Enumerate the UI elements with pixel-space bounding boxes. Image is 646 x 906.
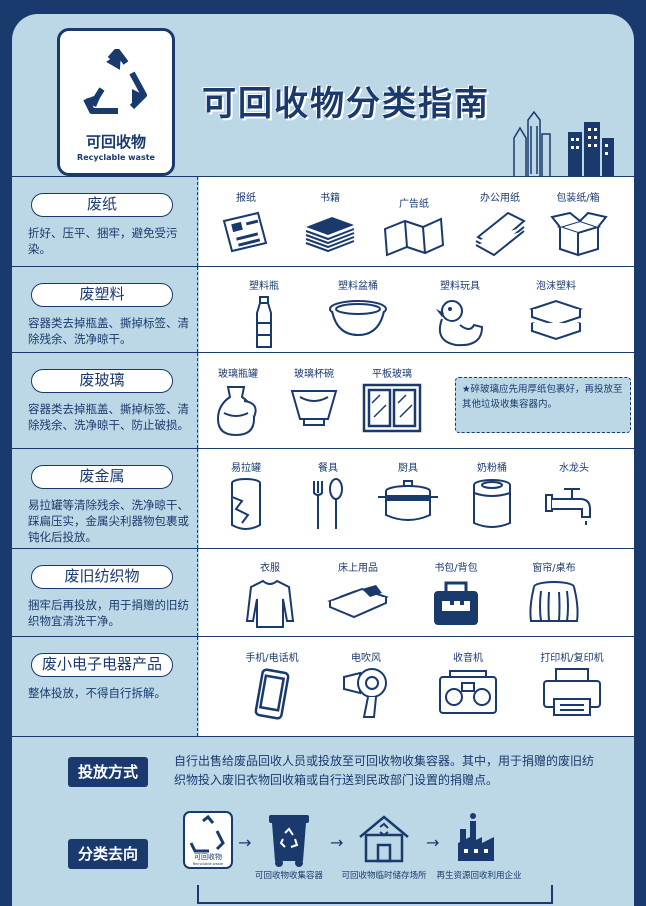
- item-cookware: 厨具: [365, 459, 451, 527]
- storage-house-icon: [359, 815, 409, 863]
- hair-dryer-icon: [343, 668, 387, 718]
- radio-icon: [439, 670, 497, 714]
- plastic-bottle-icon: [256, 296, 272, 348]
- category-name: 废旧纺织物: [31, 565, 173, 589]
- pot-icon: [378, 480, 438, 521]
- svg-text:Recyclable waste: Recyclable waste: [193, 862, 223, 866]
- category-name: 废纸: [31, 193, 173, 217]
- flow-arrow: →: [330, 833, 344, 852]
- category-row-glass: 废玻璃 容器类去掉瓶盖、撕掉标签、清除残余、洗净晾干、防止破损。 玻璃瓶罐 玻璃…: [12, 352, 634, 448]
- item-faucet: 水龙头: [531, 459, 617, 531]
- method-label: 投放方式: [68, 757, 148, 787]
- method-text: 自行出售给废品回收人员或投放至可回收物收集容器。其中，用于捐赠的废旧纺织物投入废…: [174, 754, 595, 787]
- item-flat-glass: 平板玻璃: [349, 365, 435, 433]
- item-cardboard-box: 包装纸/箱: [535, 189, 621, 257]
- item-plastic-basin: 塑料盆桶: [315, 277, 401, 339]
- phone-icon: [254, 668, 290, 720]
- item-glass-jar: 玻璃瓶罐: [195, 365, 281, 439]
- item-radio: 收音机: [425, 649, 511, 717]
- item-can: 易拉罐: [203, 459, 289, 533]
- recycle-icon: [83, 49, 147, 114]
- cutlery-icon: [313, 478, 343, 529]
- logo-cn-label: 可回收物: [85, 133, 146, 151]
- category-desc: 捆牢后再投放，用于捐赠的旧纺织物宜清洗干净。: [28, 598, 189, 628]
- glass-jar-icon: [216, 386, 257, 437]
- item-books: 书籍: [287, 189, 373, 257]
- item-milk-powder-can: 奶粉桶: [449, 459, 535, 531]
- recyclable-logo: 可回收物 Recyclable waste: [57, 28, 175, 176]
- sweater-icon: [245, 579, 295, 628]
- broken-glass-note: ★碎玻璃应先用厚纸包裹好，再投放至其他垃圾收集容器内。: [455, 377, 631, 433]
- category-desc: 容器类去掉瓶盖、撕掉标签、清除残余、洗净晾干、防止破损。: [28, 402, 189, 432]
- flow-step-label: 可回收物收集容器: [254, 871, 323, 881]
- can-icon: [231, 478, 261, 530]
- category-name: 废塑料: [31, 283, 173, 307]
- office-paper-icon: [475, 211, 526, 257]
- glass-bowl-icon: [290, 390, 338, 426]
- item-printer: 打印机/复印机: [529, 649, 615, 717]
- category-row-plastic: 废塑料 容器类去掉瓶盖、撕掉标签、清除残余、洗净晾干。 塑料瓶 塑料盆桶 塑料玩…: [12, 266, 634, 352]
- item-phone: 手机/电话机: [229, 649, 315, 721]
- cardboard-box-icon: [550, 211, 608, 257]
- category-row-paper: 废纸 折好、压平、捆牢，避免受污染。 报纸 书籍 广告纸 办公用纸: [12, 176, 634, 266]
- logo-en-label: Recyclable waste: [77, 153, 155, 162]
- item-flyer: 广告纸: [371, 195, 457, 257]
- item-curtain: 窗帘/桌布: [511, 559, 597, 629]
- rubber-duck-icon: [436, 300, 484, 347]
- glass-window-icon: [362, 383, 422, 433]
- guide-card: 可回收物 Recyclable waste 可回收物分类指南: [12, 14, 634, 906]
- category-name: 废小电子电器产品: [31, 653, 173, 677]
- printer-icon: [543, 668, 601, 716]
- flow-step-container: 可回收物收集容器: [244, 811, 334, 881]
- flow-step-factory: 再生资源回收利用企业: [424, 811, 534, 881]
- page-title: 可回收物分类指南: [202, 84, 490, 124]
- factory-icon: [458, 813, 494, 861]
- category-table: 废纸 折好、压平、捆牢，避免受污染。 报纸 书籍 广告纸 办公用纸: [12, 176, 634, 736]
- item-clothes: 衣服: [227, 559, 313, 629]
- newspaper-icon: [222, 211, 268, 253]
- backpack-icon: [434, 581, 478, 625]
- curtain-icon: [529, 581, 579, 622]
- item-plastic-toy: 塑料玩具: [417, 277, 503, 351]
- category-row-metal: 废金属 易拉罐等清除残余、洗净晾干、踩扁压实，金属尖利器物包裹或钝化后投放。 易…: [12, 448, 634, 548]
- svg-text:可回收物: 可回收物: [194, 852, 222, 861]
- category-name: 废金属: [31, 465, 173, 489]
- category-desc: 整体投放，不得自行拆解。: [28, 686, 166, 700]
- item-bedding: 床上用品: [315, 559, 401, 621]
- flow-label: 分类去向: [68, 839, 148, 869]
- disposal-section: 投放方式 自行出售给废品回收人员或投放至可回收物收集容器。其中，用于捐赠的废旧纺…: [12, 736, 634, 906]
- flow-start-logo: 可回收物 Recyclable waste: [182, 811, 234, 873]
- milk-powder-can-icon: [473, 479, 511, 528]
- books-icon: [305, 217, 355, 253]
- category-desc: 易拉罐等清除残余、洗净晾干、踩扁压实，金属尖利器物包裹或钝化后投放。: [28, 498, 189, 544]
- bedding-icon: [327, 585, 389, 619]
- item-glass-bowl: 玻璃杯碗: [271, 365, 357, 433]
- flow-arrow: →: [238, 833, 252, 852]
- category-name: 废玻璃: [31, 369, 173, 393]
- category-row-electronics: 废小电子电器产品 整体投放，不得自行拆解。 手机/电话机 电吹风 收音机 打印机…: [12, 636, 634, 736]
- item-backpack: 书包/背包: [413, 559, 499, 629]
- item-office-paper: 办公用纸: [457, 189, 543, 257]
- flow-step-storage: 可回收物临时储存场所: [334, 811, 434, 881]
- category-desc: 容器类去掉瓶盖、撕掉标签、清除残余、洗净晾干。: [28, 316, 189, 346]
- flow-step-label: 可回收物临时储存场所: [341, 871, 427, 881]
- faucet-icon: [545, 488, 591, 525]
- item-foam: 泡沫塑料: [513, 277, 599, 345]
- item-hair-dryer: 电吹风: [323, 649, 409, 721]
- foam-box-icon: [528, 299, 584, 341]
- item-newspaper: 报纸: [203, 189, 289, 257]
- item-cutlery: 餐具: [285, 459, 371, 533]
- flow-arrow: →: [426, 833, 440, 852]
- plastic-basin-icon: [329, 300, 387, 337]
- flyer-icon: [383, 217, 445, 257]
- item-plastic-bottle: 塑料瓶: [221, 277, 307, 351]
- category-row-textiles: 废旧纺织物 捆牢后再投放，用于捐赠的旧纺织物宜清洗干净。 衣服 床上用品 书包/…: [12, 548, 634, 636]
- category-desc: 折好、压平、捆牢，避免受污染。: [28, 226, 178, 256]
- city-buildings-icon: [513, 110, 614, 176]
- recycling-bin-icon: [269, 815, 309, 867]
- flow-return-line: [197, 885, 553, 904]
- flow-step-label: 再生资源回收利用企业: [436, 871, 522, 881]
